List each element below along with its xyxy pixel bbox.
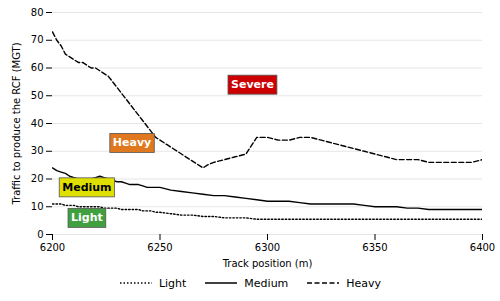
html-text:Heavy: Heavy <box>346 276 382 290</box>
svg-text:60: 60 <box>31 62 44 73</box>
svg-text:6250: 6250 <box>147 242 172 253</box>
svg-text:Medium: Medium <box>62 181 111 194</box>
svg-text:Traffic to produce the RCF (MG: Traffic to produce the RCF (MGT) <box>11 42 22 205</box>
html-text:Medium: Medium <box>244 276 289 290</box>
svg-text:50: 50 <box>31 90 44 101</box>
svg-text:Heavy: Heavy <box>113 136 151 149</box>
html-text:Light: Light <box>158 276 187 290</box>
svg-text:30: 30 <box>31 145 44 156</box>
svg-text:6350: 6350 <box>362 242 387 253</box>
svg-text:Severe: Severe <box>231 78 274 91</box>
svg-text:40: 40 <box>31 118 44 129</box>
svg-text:6300: 6300 <box>255 242 280 253</box>
svg-text:20: 20 <box>31 173 44 184</box>
svg-text:80: 80 <box>31 7 44 18</box>
svg-text:Track position (m): Track position (m) <box>222 258 313 269</box>
svg-text:10: 10 <box>31 201 44 212</box>
svg-text:6200: 6200 <box>40 242 65 253</box>
svg-text:6400: 6400 <box>470 242 495 253</box>
svg-text:Light: Light <box>71 211 103 224</box>
svg-text:0: 0 <box>37 229 43 240</box>
svg-text:70: 70 <box>31 34 44 45</box>
